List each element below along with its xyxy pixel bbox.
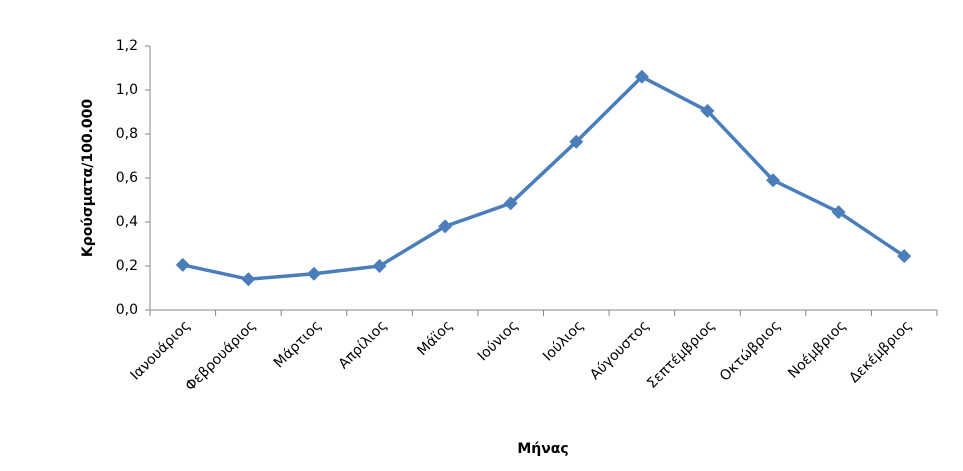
x-tick-label: Δεκέμβριος (846, 318, 915, 387)
x-axis-title: Μήνας (517, 441, 568, 457)
marker (897, 249, 912, 264)
marker (372, 259, 387, 273)
x-tick-label: Ιούνιος (475, 318, 522, 365)
x-tick-label: Ιούλιος (540, 318, 587, 365)
x-tick-label: Σεπτέμβριος (644, 318, 718, 392)
marker (241, 272, 256, 287)
marker (175, 257, 190, 272)
y-axis-title: Κρούσματα/100.000 (80, 99, 96, 257)
x-tick-label: Αύγουστος (587, 318, 653, 384)
marker (700, 103, 715, 118)
y-tick-label: 0,4 (116, 214, 138, 230)
x-tick-label: Οκτώβριος (717, 318, 784, 385)
y-tick-label: 0,8 (116, 126, 138, 142)
marker (438, 219, 453, 234)
marker (634, 69, 649, 84)
marker (306, 266, 321, 281)
x-tick-label: Νοέμβριος (785, 318, 849, 382)
x-tick-label: Φεβρουάριος (182, 318, 259, 395)
y-tick-label: 0,0 (116, 302, 138, 318)
marker (766, 173, 781, 188)
marker (569, 134, 584, 149)
y-tick-label: 1,0 (116, 82, 138, 98)
y-tick-label: 1,2 (116, 38, 138, 54)
x-tick-label: Ιανουάριος (128, 318, 194, 384)
y-tick-label: 0,2 (116, 258, 138, 274)
x-tick-label: Μάρτιος (271, 318, 325, 372)
y-tick-label: 0,6 (116, 170, 138, 186)
marker (831, 205, 846, 220)
x-tick-label: Απρίλιος (336, 318, 391, 373)
x-tick-label: Μάϊος (414, 318, 456, 360)
line (182, 75, 906, 281)
marker (503, 196, 518, 211)
